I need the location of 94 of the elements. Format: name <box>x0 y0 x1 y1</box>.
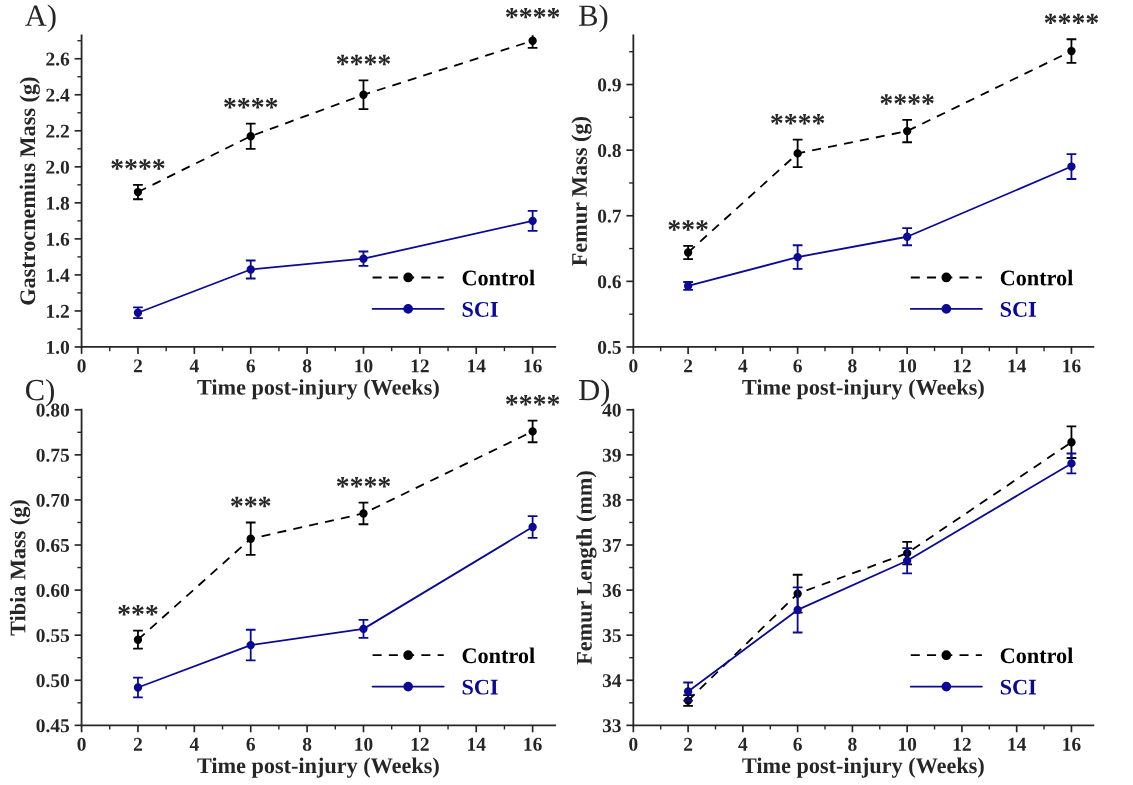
y-tick-label: 2.2 <box>46 124 69 138</box>
x-tick-label: 12 <box>411 359 429 373</box>
y-tick-label: 0.55 <box>36 628 70 643</box>
x-tick-label: 6 <box>246 737 256 751</box>
annotation: **** <box>336 477 391 488</box>
x-tick-label: 2 <box>684 737 693 751</box>
legend-label: SCI <box>462 679 498 695</box>
y-tick-label: 36 <box>602 583 621 598</box>
x-tick-label: 0 <box>629 359 638 373</box>
y-axis-title: Femur Mass (g) <box>571 117 592 266</box>
y-axis-title: Femur Length (mm) <box>576 471 597 665</box>
x-tick-label: 10 <box>898 737 917 751</box>
x-tick-label: 6 <box>246 359 256 373</box>
x-tick-label: 16 <box>1063 359 1081 373</box>
x-tick-label: 8 <box>848 737 857 751</box>
x-tick-label: 6 <box>793 359 802 373</box>
y-tick-label: 33 <box>602 719 621 733</box>
y-tick-label: 1.0 <box>47 340 70 354</box>
x-axis-title: Time post-injury (Weeks) <box>197 757 439 778</box>
x-tick-label: 16 <box>524 359 542 373</box>
annotation: **** <box>505 394 560 406</box>
x-tick-label: 4 <box>189 359 199 373</box>
x-axis-title: Time post-injury (Weeks) <box>742 379 984 400</box>
y-tick-label: 34 <box>602 674 622 688</box>
x-tick-label: 14 <box>1008 359 1027 373</box>
y-tick-label: 1.8 <box>47 196 70 210</box>
legend-label: Control <box>1000 647 1073 664</box>
x-tick-label: 14 <box>1008 737 1027 751</box>
legend-label: SCI <box>462 301 498 317</box>
legend-label: Control <box>462 269 535 286</box>
x-tick-label: 16 <box>524 737 542 751</box>
y-axis-title: Tibia Mass (g) <box>9 500 31 636</box>
x-tick-label: 2 <box>133 737 142 751</box>
x-tick-label: 2 <box>684 359 693 373</box>
annotation: **** <box>336 54 391 66</box>
y-tick-label: 38 <box>602 493 621 507</box>
x-tick-label: 4 <box>189 737 199 751</box>
y-tick-label: 1.2 <box>47 304 69 318</box>
x-tick-label: 2 <box>133 359 142 373</box>
annotation: **** <box>111 159 165 170</box>
y-tick-label: 1.6 <box>47 232 70 246</box>
x-tick-label: 10 <box>355 359 373 373</box>
annotation: **** <box>224 97 278 109</box>
x-tick-label: 12 <box>953 359 971 373</box>
annotation: **** <box>1044 13 1099 25</box>
y-tick-label: 0.75 <box>36 448 70 462</box>
y-tick-label: 2.6 <box>46 52 70 66</box>
x-tick-label: 0 <box>77 359 86 373</box>
x-tick-label: 10 <box>355 737 373 751</box>
legend-label: SCI <box>1000 679 1036 695</box>
x-tick-label: 12 <box>953 737 971 751</box>
x-tick-label: 10 <box>898 359 917 373</box>
y-tick-label: 0.7 <box>597 209 622 223</box>
x-tick-label: 8 <box>302 359 312 373</box>
legend-label: Control <box>462 647 535 664</box>
x-tick-label: 12 <box>411 737 429 751</box>
x-axis-title: Time post-injury (Weeks) <box>197 379 439 400</box>
legend-label: Control <box>1000 269 1073 286</box>
x-tick-label: 0 <box>77 737 86 751</box>
x-tick-label: 8 <box>848 359 857 373</box>
x-axis-title: Time post-injury (Weeks) <box>742 757 984 778</box>
x-tick-label: 14 <box>468 737 486 751</box>
x-tick-label: 4 <box>738 737 748 751</box>
legend-label: SCI <box>1000 301 1036 317</box>
annotation: *** <box>231 496 271 508</box>
y-tick-label: 0.65 <box>36 538 70 553</box>
x-tick-label: 16 <box>1063 737 1081 751</box>
annotation: **** <box>505 7 560 19</box>
y-tick-label: 0.6 <box>597 275 621 289</box>
y-tick-label: 0.50 <box>36 674 70 688</box>
y-tick-label: 2.4 <box>46 88 70 102</box>
annotation: **** <box>771 114 825 125</box>
chart-title: B) <box>579 4 608 33</box>
y-tick-label: 37 <box>602 538 622 552</box>
x-tick-label: 6 <box>793 737 802 751</box>
y-tick-label: 2.0 <box>46 160 70 174</box>
x-tick-label: 4 <box>738 359 748 373</box>
y-tick-label: 0.9 <box>597 78 621 92</box>
annotation: *** <box>118 605 158 616</box>
y-tick-label: 0.60 <box>36 583 70 598</box>
x-tick-label: 14 <box>468 359 486 373</box>
y-tick-label: 0.70 <box>36 493 70 507</box>
y-tick-label: 35 <box>602 629 621 643</box>
chart-title: A) <box>25 4 56 33</box>
x-tick-label: 0 <box>629 737 638 751</box>
x-tick-label: 8 <box>302 737 312 751</box>
y-tick-label: 0.45 <box>36 719 70 733</box>
y-tick-label: 0.8 <box>597 143 621 158</box>
y-axis-title: Gastrocnemius Mass (g) <box>19 77 40 305</box>
y-tick-label: 0.5 <box>597 340 621 354</box>
y-tick-label: 1.4 <box>47 268 70 282</box>
annotation: **** <box>880 94 934 105</box>
annotation: *** <box>668 220 708 231</box>
y-tick-label: 39 <box>602 448 621 462</box>
